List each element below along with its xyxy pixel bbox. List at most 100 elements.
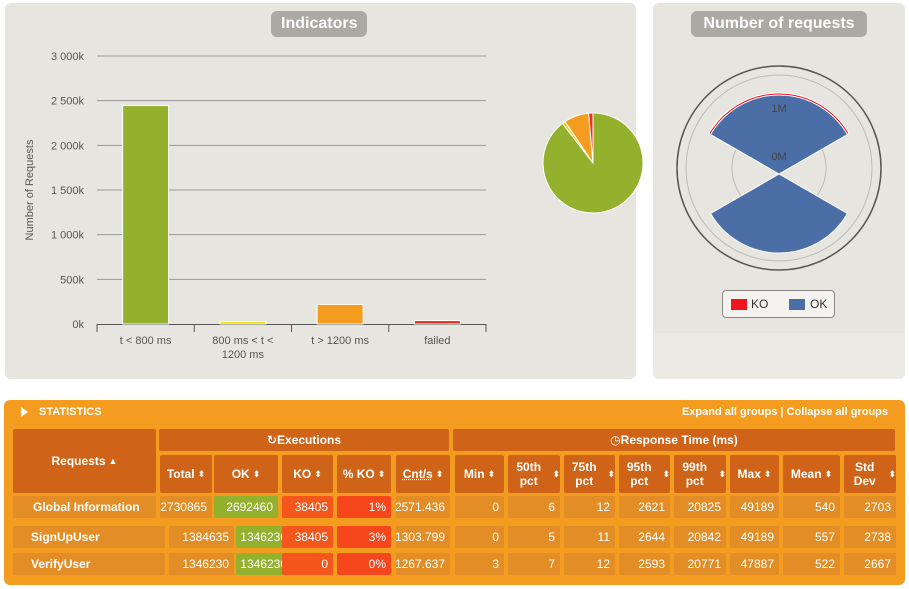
- x-tick-label: t > 1200 ms: [311, 335, 369, 347]
- sort-icon: ⬍: [197, 469, 206, 479]
- radial-tick-label: 0M: [771, 151, 786, 163]
- link-separator: |: [780, 406, 784, 418]
- cell-cnt-s: 2571.436: [395, 496, 450, 518]
- column-header-ok[interactable]: OK ⬍: [214, 455, 278, 493]
- cell-max: 49189: [730, 526, 779, 548]
- cell-ok: 2692460: [214, 496, 278, 518]
- sort-icon: ⬍: [377, 469, 386, 479]
- legend-ko-swatch: [731, 299, 747, 310]
- collapse-all-groups-link[interactable]: Collapse all groups: [786, 406, 888, 418]
- cell-min: 0: [455, 496, 504, 518]
- response-time-group-header: ◷ Response Time (ms): [453, 429, 895, 451]
- legend-ok-label[interactable]: OK: [810, 297, 828, 311]
- indicators-pie-chart: [542, 112, 643, 214]
- cell-total: 1346230: [169, 553, 234, 575]
- column-header-mean[interactable]: Mean ⬍: [783, 455, 840, 493]
- cell-ko: 38405: [282, 526, 333, 548]
- cell-50th-pct: 6: [508, 496, 560, 518]
- y-tick-label: 1 500k: [51, 185, 85, 197]
- requests-legend: KO OK: [722, 290, 835, 318]
- legend-ok-swatch: [789, 299, 805, 310]
- x-tick-label: t < 800 ms: [120, 335, 172, 347]
- column-header--ko[interactable]: % KO ⬍: [337, 455, 391, 493]
- bar: [219, 320, 267, 325]
- ok-slice: [709, 173, 849, 254]
- bar: [316, 303, 364, 325]
- grid-circle: [685, 74, 873, 262]
- outer-ring: [676, 65, 882, 271]
- cell-max: 49189: [730, 496, 779, 518]
- sort-asc-icon: ▲: [108, 456, 118, 466]
- sort-icon: ⬍: [763, 469, 772, 479]
- cell-total: 1384635: [169, 526, 234, 548]
- column-header-min[interactable]: Min ⬍: [455, 455, 504, 493]
- cell-cnt-s: 1267.637: [395, 553, 450, 575]
- cell-75th-pct: 11: [564, 526, 615, 548]
- requests-pie-chart: 1M 0M: [676, 65, 882, 271]
- cell-95th-pct: 2621: [619, 496, 670, 518]
- statistics-header: STATISTICS Expand all groups | Collapse …: [4, 400, 905, 424]
- cell-99th-pct: 20771: [674, 553, 726, 575]
- column-header-std-dev[interactable]: Std Dev ⬍: [844, 455, 896, 493]
- indicators-title: Indicators: [271, 11, 367, 37]
- sort-icon: ⬍: [252, 469, 261, 479]
- requests-column-header[interactable]: Requests ▲: [13, 429, 156, 493]
- row-name[interactable]: VerifyUser: [13, 553, 165, 575]
- cell-total: 2730865: [160, 496, 212, 518]
- refresh-icon: ↻: [266, 433, 278, 447]
- clock-icon: ◷: [610, 433, 621, 447]
- column-header-total[interactable]: Total ⬍: [160, 455, 212, 493]
- cell-cnt-s: 1303.799: [395, 526, 450, 548]
- statistics-toggle-icon[interactable]: [21, 407, 28, 417]
- cell-99th-pct: 20825: [674, 496, 726, 518]
- y-tick-label: 1 000k: [51, 230, 85, 242]
- sort-icon: ⬍: [607, 469, 615, 479]
- row-name[interactable]: Global Information: [13, 496, 156, 518]
- cell-75th-pct: 12: [564, 553, 615, 575]
- sort-icon: ⬍: [435, 469, 444, 479]
- cell-95th-pct: 2593: [619, 553, 670, 575]
- y-tick-label: 2 000k: [51, 140, 85, 152]
- executions-group-header: ↻ Executions: [159, 429, 449, 451]
- column-header-max[interactable]: Max ⬍: [730, 455, 779, 493]
- cell-50th-pct: 7: [508, 553, 560, 575]
- cell-ko: 38405: [282, 496, 333, 518]
- cell-min: 3: [455, 553, 504, 575]
- column-header-ko[interactable]: KO ⬍: [282, 455, 333, 493]
- sort-icon: ⬍: [662, 469, 670, 479]
- row-name[interactable]: SignUpUser: [13, 526, 165, 548]
- column-header-50th-pct[interactable]: 50th pct ⬍: [508, 455, 560, 493]
- expand-all-groups-link[interactable]: Expand all groups: [681, 406, 778, 418]
- cell-ok: 1346230: [236, 553, 292, 575]
- y-axis-label: Number of Requests: [24, 139, 36, 240]
- indicators-bar-chart: 0k 500k 1 000k 1 500k 2 000k 2 500k 3 000k Numb…: [24, 51, 487, 361]
- column-header-99th-pct[interactable]: 99th pct ⬍: [674, 455, 726, 493]
- cell-ok: 1346230: [236, 526, 292, 548]
- column-header-cnt-s[interactable]: Cnt/s ⬍: [396, 455, 450, 493]
- sort-icon: ⬍: [718, 469, 726, 479]
- cell--ko: 1%: [337, 496, 391, 518]
- x-tick-label: failed: [424, 335, 450, 347]
- sort-icon: ⬍: [487, 469, 496, 479]
- requests-title: Number of requests: [691, 11, 867, 37]
- radial-tick-label: 1M: [771, 103, 786, 115]
- column-header-95th-pct[interactable]: 95th pct ⬍: [619, 455, 670, 493]
- y-tick-label: 3 000k: [51, 51, 85, 63]
- indicators-panel: Indicators 0k 500k 1 000k 1 500k 2 000k 2 500…: [5, 3, 643, 379]
- legend-ko-label[interactable]: KO: [751, 297, 769, 311]
- y-tick-label: 0k: [72, 319, 84, 331]
- cell--ko: 3%: [337, 526, 391, 548]
- cell-mean: 540: [783, 496, 840, 518]
- x-tick-label: 800 ms < t <: [212, 335, 273, 347]
- cell--ko: 0%: [337, 553, 391, 575]
- cell-mean: 522: [783, 553, 840, 575]
- cell-50th-pct: 5: [508, 526, 560, 548]
- bar: [413, 320, 461, 325]
- cell-std-dev: 2738: [844, 526, 896, 548]
- column-header-75th-pct[interactable]: 75th pct ⬍: [564, 455, 615, 493]
- requests-panel: Number of requests 1M 0M KO OK: [653, 3, 905, 379]
- x-tick-label: 1200 ms: [222, 349, 265, 361]
- statistics-title[interactable]: STATISTICS: [39, 406, 102, 418]
- sort-icon: ⬍: [824, 469, 833, 479]
- cell-min: 0: [455, 526, 504, 548]
